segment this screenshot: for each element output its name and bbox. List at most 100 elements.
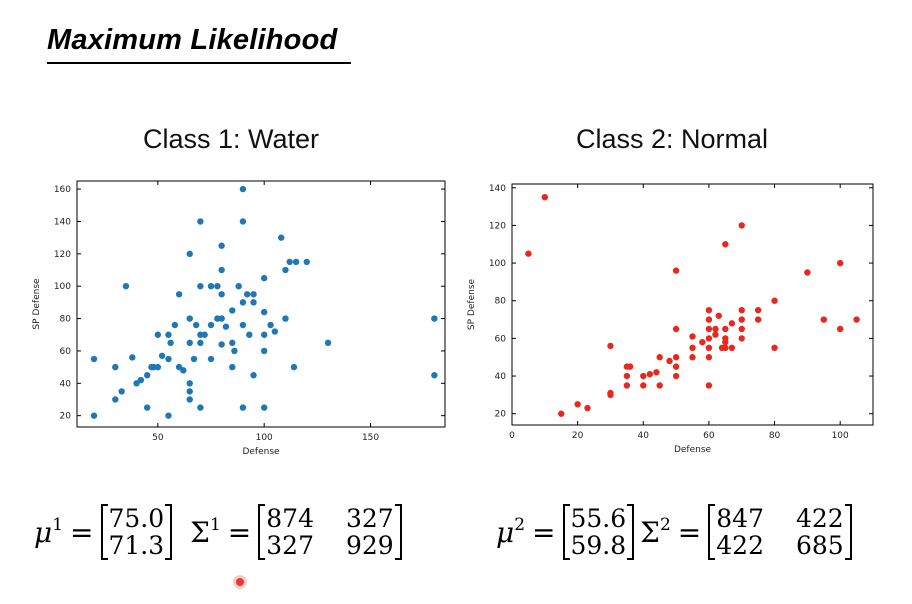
chart-title-class-2: Class 2: Normal xyxy=(576,124,769,154)
data-point xyxy=(646,370,654,378)
data-point xyxy=(186,396,193,403)
x-axis-label: Defense xyxy=(674,445,712,455)
mean-value: 59.8 xyxy=(570,531,627,560)
equals-sign: = xyxy=(532,515,556,549)
data-point xyxy=(656,354,663,361)
data-point xyxy=(672,325,680,333)
data-point xyxy=(218,341,225,348)
mean-value: 71.3 xyxy=(108,531,165,560)
data-point xyxy=(853,316,860,323)
y-tick-label: 120 xyxy=(54,250,71,260)
data-point xyxy=(584,404,591,412)
y-tick-label: 80 xyxy=(60,315,72,325)
y-tick-label: 140 xyxy=(489,184,506,194)
covariance-matrix-class-2: 847 422 422 685 xyxy=(708,504,853,560)
data-point xyxy=(260,308,268,316)
data-point xyxy=(218,291,225,298)
data-point xyxy=(574,401,581,408)
data-point xyxy=(129,354,136,361)
data-point xyxy=(715,312,722,319)
data-point xyxy=(282,266,289,274)
data-point xyxy=(722,344,729,352)
y-axis-label: SP Defense xyxy=(32,278,42,330)
x-tick-label: 60 xyxy=(703,431,715,441)
data-point xyxy=(122,282,130,290)
mu-symbol: μ2 xyxy=(496,515,526,549)
data-point xyxy=(722,325,729,333)
data-point xyxy=(324,339,332,347)
cov-value: 327 xyxy=(266,531,314,560)
sigma-symbol: Σ1 xyxy=(190,515,221,549)
y-tick-label: 40 xyxy=(60,379,72,389)
data-point xyxy=(239,185,247,193)
data-point xyxy=(738,222,745,229)
data-point xyxy=(672,372,680,380)
y-tick-label: 120 xyxy=(489,221,506,231)
data-point xyxy=(672,363,680,370)
covariance-matrix-class-1: 874 327 327 929 xyxy=(258,504,403,560)
data-point xyxy=(705,354,713,361)
data-point xyxy=(705,316,713,323)
data-point xyxy=(282,315,289,322)
data-point xyxy=(754,316,762,323)
data-point xyxy=(804,269,811,276)
data-point xyxy=(180,367,187,374)
y-tick-label: 40 xyxy=(495,372,507,382)
data-point xyxy=(190,355,198,363)
data-point xyxy=(260,331,268,338)
data-point xyxy=(771,297,778,304)
x-tick-label: 50 xyxy=(152,433,164,443)
data-point xyxy=(250,291,257,298)
data-point xyxy=(143,404,151,411)
mu-symbol: μ1 xyxy=(34,515,64,549)
y-tick-label: 160 xyxy=(54,185,71,195)
cov-value: 685 xyxy=(795,531,844,560)
cov-value: 422 xyxy=(716,531,764,560)
data-point xyxy=(197,282,204,290)
y-axis-label: SP Defense xyxy=(467,278,477,330)
y-tick-label: 60 xyxy=(60,347,72,357)
data-point xyxy=(90,355,98,363)
data-point xyxy=(250,299,257,306)
data-point xyxy=(154,363,162,371)
equals-sign: = xyxy=(70,515,94,549)
data-point xyxy=(666,357,673,365)
data-point xyxy=(260,404,268,411)
data-point xyxy=(712,325,719,333)
data-point xyxy=(712,331,719,338)
data-point xyxy=(229,307,236,314)
data-point xyxy=(192,321,200,329)
slide-title: Maximum Likelihood xyxy=(47,24,338,56)
data-point xyxy=(260,274,268,282)
x-tick-label: 80 xyxy=(769,431,781,441)
data-point xyxy=(243,291,251,298)
y-tick-label: 80 xyxy=(495,297,507,307)
data-point xyxy=(431,315,438,322)
data-point xyxy=(229,363,236,371)
data-point xyxy=(186,380,193,387)
data-point xyxy=(653,369,660,376)
equals-sign: = xyxy=(677,515,702,549)
data-point xyxy=(201,331,208,338)
data-point xyxy=(112,363,119,371)
data-point xyxy=(229,339,236,347)
data-point xyxy=(231,347,238,355)
y-tick-label: 140 xyxy=(54,217,71,227)
data-point xyxy=(267,321,274,329)
data-point xyxy=(728,344,736,352)
mean-value: 55.6 xyxy=(570,504,627,533)
data-point xyxy=(186,315,193,322)
data-point xyxy=(836,259,844,267)
data-point xyxy=(607,391,614,399)
data-point xyxy=(218,242,225,249)
data-point xyxy=(167,339,174,347)
data-point xyxy=(278,234,285,241)
data-point xyxy=(607,342,614,350)
x-tick-label: 100 xyxy=(832,431,849,441)
x-tick-label: 40 xyxy=(638,431,650,441)
data-point xyxy=(689,344,696,352)
data-point xyxy=(738,306,745,314)
data-point xyxy=(112,396,119,403)
